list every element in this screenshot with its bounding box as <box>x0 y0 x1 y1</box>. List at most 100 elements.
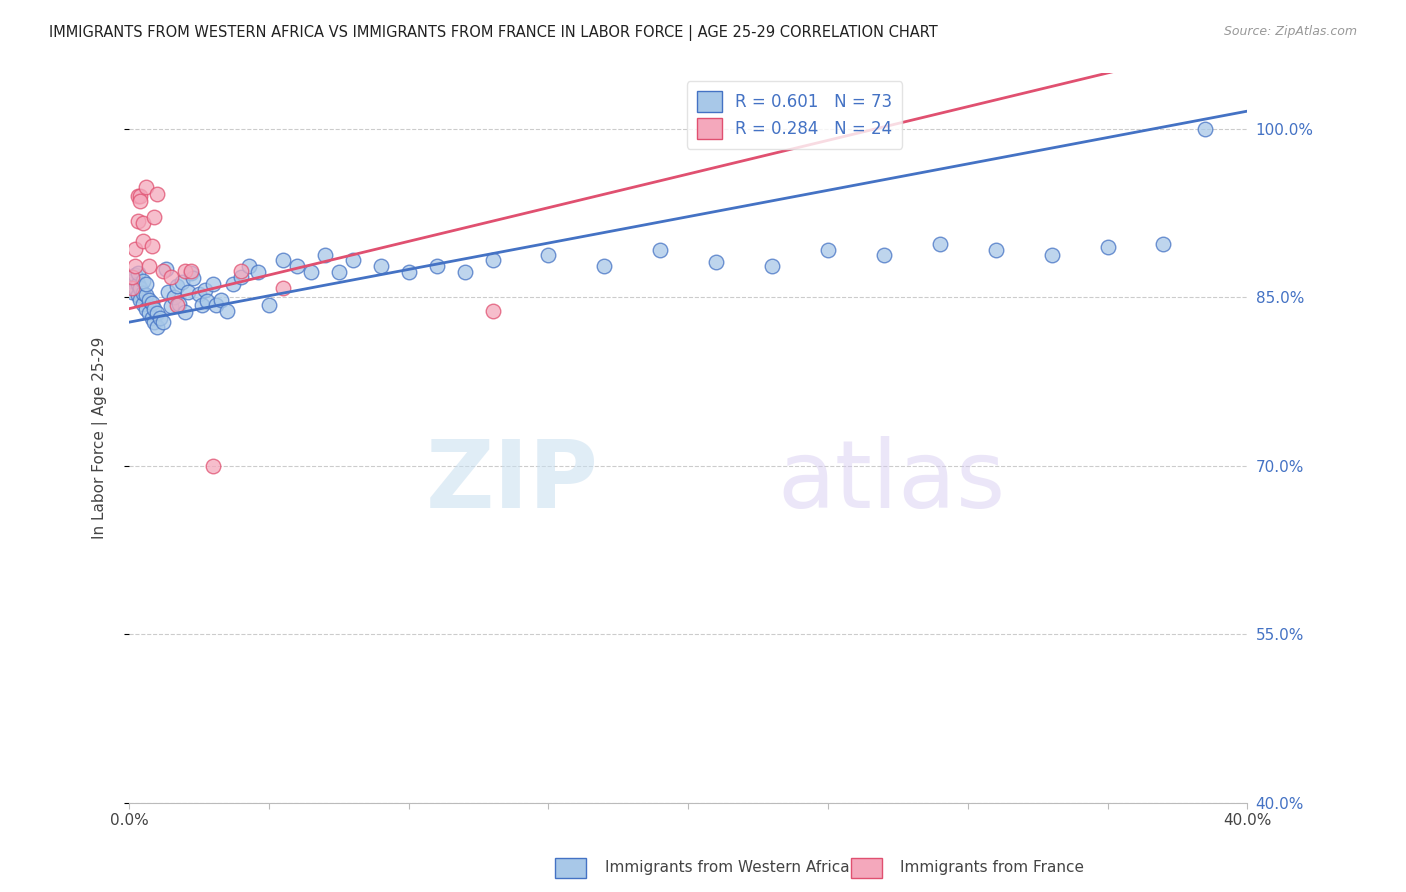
Point <box>453 265 475 279</box>
Point <box>127 288 149 302</box>
Point <box>127 214 149 228</box>
Point <box>160 300 183 314</box>
Point <box>299 265 322 279</box>
Point <box>132 297 155 311</box>
Point <box>157 285 180 299</box>
Point <box>328 265 350 279</box>
Point <box>194 283 217 297</box>
Point <box>761 259 783 273</box>
Point <box>285 259 308 273</box>
Point <box>129 189 152 203</box>
Point <box>174 263 197 277</box>
Point <box>174 305 197 319</box>
Point <box>704 254 727 268</box>
Point <box>146 306 169 320</box>
Point <box>202 458 225 473</box>
Point <box>271 281 294 295</box>
Point <box>138 306 160 320</box>
Point <box>135 180 157 194</box>
Point <box>143 210 166 224</box>
Point <box>188 287 211 301</box>
Point <box>149 310 172 325</box>
Point <box>215 304 238 318</box>
Point <box>1194 122 1216 136</box>
Point <box>180 263 202 277</box>
Point <box>166 298 188 312</box>
Point <box>481 304 503 318</box>
Point <box>246 265 269 279</box>
Point <box>127 277 149 291</box>
Point <box>143 301 166 316</box>
Point <box>124 281 146 295</box>
Point <box>984 244 1007 258</box>
Point <box>1097 240 1119 254</box>
Point <box>481 253 503 268</box>
Point <box>127 189 149 203</box>
Point <box>135 288 157 302</box>
Point <box>873 248 896 262</box>
Point <box>191 298 214 312</box>
Point <box>229 263 252 277</box>
Text: Immigrants from Western Africa: Immigrants from Western Africa <box>605 860 849 874</box>
Point <box>1153 236 1175 251</box>
Point <box>129 194 152 208</box>
Point <box>146 187 169 202</box>
Point <box>202 277 225 291</box>
Point <box>166 279 188 293</box>
Point <box>141 296 163 310</box>
Point <box>121 270 143 285</box>
Point <box>1040 248 1063 262</box>
Point <box>127 266 149 280</box>
Legend: R = 0.601   N = 73, R = 0.284   N = 24: R = 0.601 N = 73, R = 0.284 N = 24 <box>686 81 903 149</box>
Point <box>370 259 392 273</box>
Point <box>152 263 174 277</box>
Point <box>593 259 616 273</box>
Point <box>160 270 183 285</box>
Point <box>124 242 146 256</box>
Point <box>132 285 155 300</box>
Point <box>121 281 143 295</box>
Text: ZIP: ZIP <box>426 435 599 527</box>
Point <box>135 301 157 316</box>
Point <box>132 216 155 230</box>
Point <box>177 285 200 299</box>
Point <box>209 293 232 307</box>
Point <box>229 270 252 285</box>
Point <box>238 259 260 273</box>
Point <box>141 239 163 253</box>
Point <box>152 315 174 329</box>
Text: Source: ZipAtlas.com: Source: ZipAtlas.com <box>1223 25 1357 38</box>
Y-axis label: In Labor Force | Age 25-29: In Labor Force | Age 25-29 <box>93 336 108 539</box>
Point <box>141 310 163 325</box>
Point <box>143 315 166 329</box>
Point <box>928 236 950 251</box>
Point <box>205 298 228 312</box>
Point <box>817 244 839 258</box>
Point <box>121 285 143 299</box>
Point <box>138 259 160 273</box>
Point <box>398 265 420 279</box>
Point <box>342 253 364 268</box>
Point <box>426 259 449 273</box>
Point <box>121 274 143 288</box>
Point <box>129 293 152 307</box>
Point <box>221 277 243 291</box>
Point <box>650 244 672 258</box>
Point <box>132 235 155 249</box>
Point <box>271 253 294 268</box>
Point <box>180 266 202 280</box>
Point <box>537 248 560 262</box>
Point <box>138 293 160 307</box>
Point <box>124 259 146 273</box>
Point <box>163 290 186 304</box>
Text: atlas: atlas <box>778 435 1005 527</box>
Point <box>132 274 155 288</box>
Point <box>183 271 205 285</box>
Point <box>146 319 169 334</box>
Point <box>314 248 336 262</box>
Point <box>257 298 280 312</box>
Point <box>135 277 157 291</box>
Point <box>129 281 152 295</box>
Text: Immigrants from France: Immigrants from France <box>900 860 1084 874</box>
Point <box>197 293 219 308</box>
